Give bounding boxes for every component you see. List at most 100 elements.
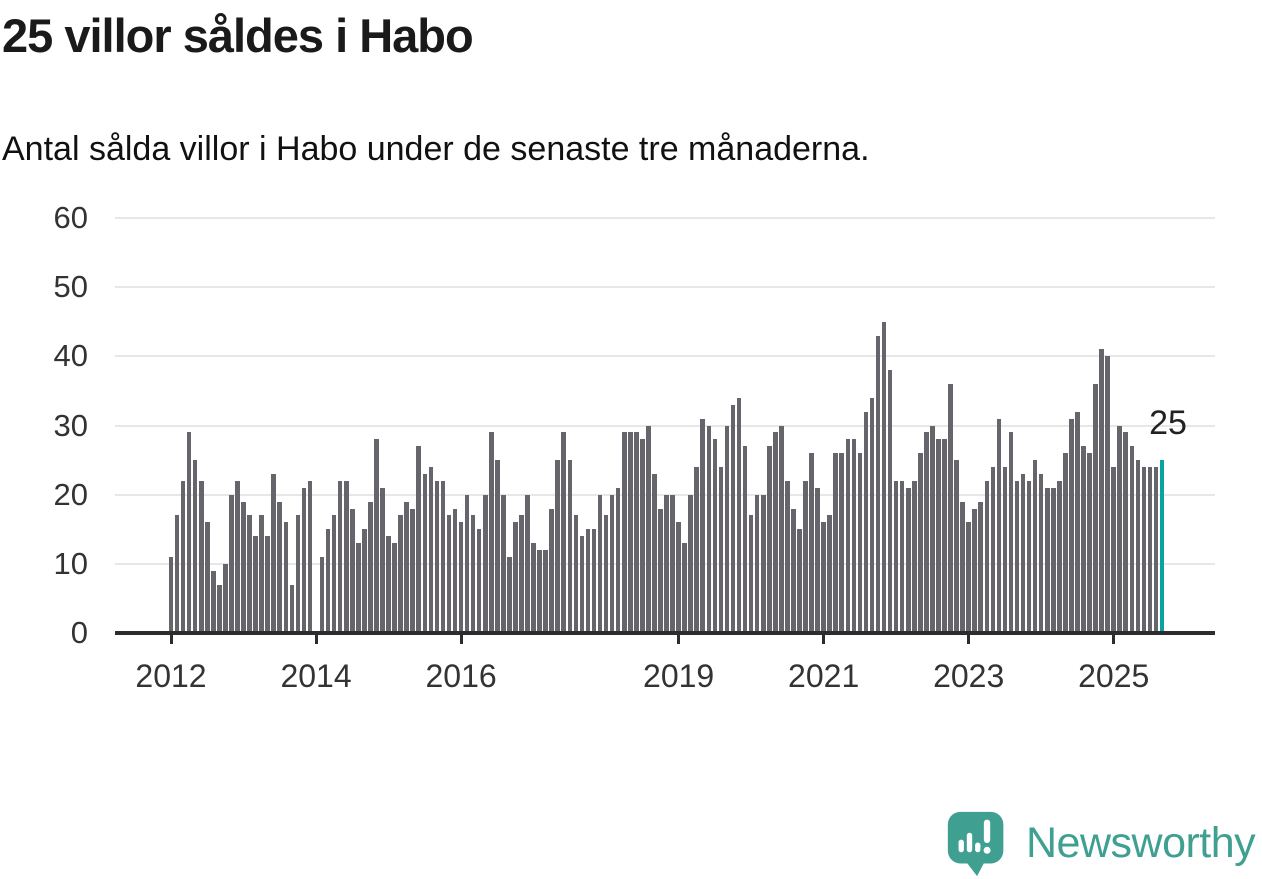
bar — [1057, 480, 1062, 633]
bar — [839, 453, 845, 633]
bar — [1081, 446, 1086, 633]
bar — [235, 480, 240, 633]
y-tick-label-20: 20 — [53, 476, 88, 512]
bar — [428, 467, 434, 633]
y-tick-label-40: 40 — [53, 338, 88, 374]
chart-title: 25 villor såldes i Habo — [2, 9, 474, 62]
bar — [561, 432, 567, 633]
bar — [573, 515, 579, 633]
bar — [887, 370, 893, 633]
bar — [283, 522, 289, 633]
bar — [482, 494, 488, 633]
bar — [241, 501, 246, 633]
y-tick-label-0: 0 — [70, 615, 88, 650]
x-axis-line — [115, 631, 1215, 635]
bar — [863, 411, 869, 633]
bar — [1063, 453, 1068, 633]
bar — [833, 453, 839, 633]
bar — [948, 384, 953, 633]
x-tick-label-2019: 2019 — [643, 658, 715, 694]
bar — [1105, 356, 1110, 633]
bar — [289, 584, 295, 633]
bar — [259, 515, 264, 633]
x-tick-2023 — [967, 635, 971, 644]
bar — [1075, 411, 1080, 633]
bar — [168, 556, 174, 633]
bar — [742, 446, 748, 633]
y-tick-label-30: 30 — [53, 407, 88, 443]
bar — [422, 473, 428, 633]
bar — [718, 467, 724, 633]
bar — [869, 397, 875, 633]
bar — [634, 432, 639, 633]
bar — [507, 556, 512, 633]
bar — [192, 460, 198, 633]
bar — [766, 446, 772, 633]
bar — [996, 418, 1002, 633]
bar — [1099, 349, 1104, 633]
bar — [984, 480, 990, 633]
bar — [301, 487, 307, 633]
bar — [186, 432, 192, 633]
bar — [627, 432, 633, 633]
newsworthy-logo-text: Newsworthy — [1026, 818, 1256, 867]
bar — [954, 460, 959, 633]
bar — [664, 494, 669, 633]
bar — [331, 515, 337, 633]
bar — [652, 473, 657, 633]
bar — [1111, 467, 1116, 633]
bar — [748, 515, 754, 633]
bar — [349, 508, 355, 633]
bar — [464, 494, 470, 633]
bar — [960, 501, 965, 633]
bar — [1129, 446, 1135, 633]
bar — [640, 439, 645, 633]
bar — [597, 494, 603, 633]
y-tick-label-10: 10 — [53, 545, 88, 581]
bar — [380, 487, 385, 633]
bar — [760, 494, 766, 633]
bar — [495, 460, 500, 633]
bar — [1153, 467, 1159, 633]
bar — [567, 460, 573, 633]
bar — [1020, 473, 1026, 633]
x-tick-label-2012: 2012 — [135, 658, 207, 694]
last-value-label: 25 — [1149, 404, 1187, 442]
bar — [501, 494, 506, 633]
bar — [229, 494, 234, 633]
x-tick-2025 — [1112, 635, 1116, 644]
bar — [936, 439, 941, 633]
bar — [555, 460, 561, 633]
newsworthy-logo: Newsworthy — [942, 808, 1262, 878]
bar — [990, 467, 996, 633]
bar — [271, 473, 277, 633]
chart-subtitle: Antal sålda villor i Habo under de senas… — [2, 130, 870, 168]
bar — [368, 501, 373, 633]
bar — [857, 453, 863, 633]
y-tick-label-50: 50 — [53, 269, 88, 305]
bar — [416, 446, 422, 633]
gridline-20 — [115, 493, 1215, 496]
bar — [277, 501, 283, 633]
bar — [603, 515, 609, 633]
bar — [1038, 473, 1044, 633]
bar — [404, 501, 409, 633]
bar — [392, 543, 397, 633]
bar — [615, 487, 621, 633]
bar — [621, 432, 627, 633]
gridline-30 — [115, 424, 1215, 427]
bar — [337, 480, 343, 633]
bar — [180, 480, 186, 633]
bar — [253, 536, 258, 633]
bar — [386, 536, 391, 633]
bar — [1032, 460, 1038, 633]
y-tick-label-60: 60 — [53, 200, 88, 235]
bar — [1044, 487, 1050, 633]
bar — [809, 453, 814, 633]
bar — [362, 529, 367, 633]
bar — [881, 321, 887, 633]
bar — [1002, 467, 1008, 633]
bar — [893, 480, 899, 633]
bar — [688, 494, 693, 633]
bar — [519, 515, 524, 633]
